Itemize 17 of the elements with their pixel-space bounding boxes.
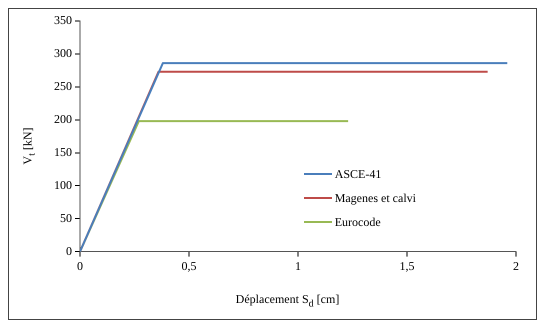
x-tick-label: 0,5 [182,258,196,273]
y-tick-label: 150 [54,144,72,159]
y-tick-label: 50 [60,210,72,225]
x-tick-label: 2 [513,258,519,273]
legend-label: ASCE-41 [334,166,382,183]
x-axis-title: Déplacement S$_{d}$ [cm] [234,292,340,309]
x-tick-label: 1 [295,258,301,273]
y-tick-label: 0 [66,244,72,258]
y-tick-label: 100 [54,178,72,192]
x-tick-label: 1,5 [400,258,414,273]
x-tick-label: 0 [77,258,83,273]
legend-label: Magenes et calvi [334,190,416,207]
y-tick-label: 350 [54,13,72,28]
legend-label: Eurocode [334,214,381,231]
y-tick-label: 200 [54,112,72,126]
y-tick-label: 250 [54,79,72,94]
y-tick-label: 300 [54,46,72,60]
